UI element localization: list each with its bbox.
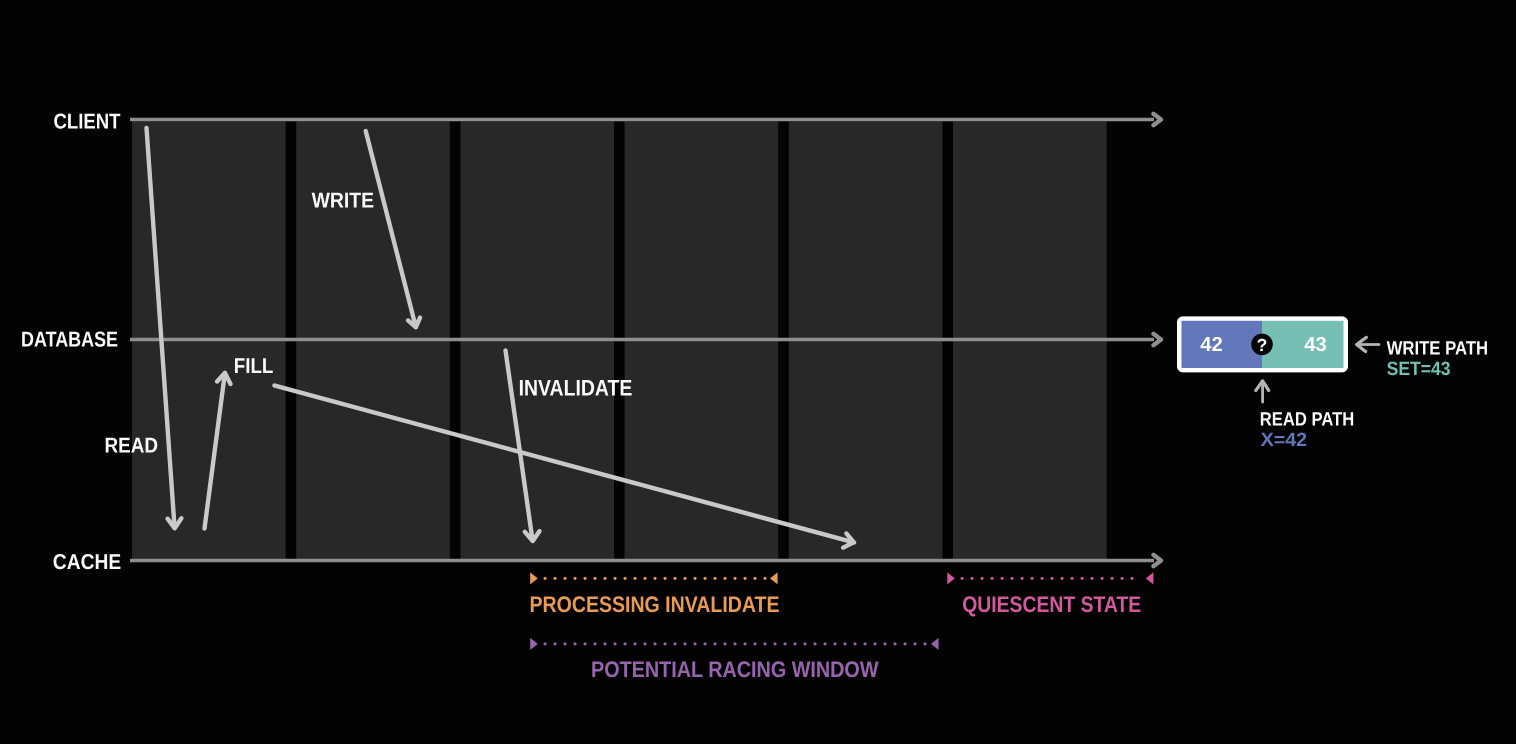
svg-text:?: ? bbox=[1257, 335, 1268, 355]
svg-text:CACHE: CACHE bbox=[53, 550, 121, 574]
svg-text:X=42: X=42 bbox=[1261, 430, 1308, 451]
svg-text:POTENTIAL RACING WINDOW: POTENTIAL RACING WINDOW bbox=[591, 657, 879, 682]
svg-text:QUIESCENT STATE: QUIESCENT STATE bbox=[962, 592, 1141, 617]
svg-text:DATABASE: DATABASE bbox=[21, 327, 118, 351]
svg-text:FILL: FILL bbox=[234, 354, 274, 378]
svg-text:WRITE PATH: WRITE PATH bbox=[1387, 338, 1489, 359]
svg-text:42: 42 bbox=[1200, 334, 1223, 356]
svg-text:CLIENT: CLIENT bbox=[54, 110, 121, 134]
svg-text:PROCESSING INVALIDATE: PROCESSING INVALIDATE bbox=[530, 592, 780, 617]
svg-text:READ: READ bbox=[105, 434, 159, 458]
svg-text:READ PATH: READ PATH bbox=[1260, 410, 1355, 431]
svg-text:INVALIDATE: INVALIDATE bbox=[519, 376, 633, 401]
svg-text:43: 43 bbox=[1304, 334, 1327, 356]
svg-text:WRITE: WRITE bbox=[312, 188, 375, 212]
svg-text:SET=43: SET=43 bbox=[1387, 359, 1451, 380]
